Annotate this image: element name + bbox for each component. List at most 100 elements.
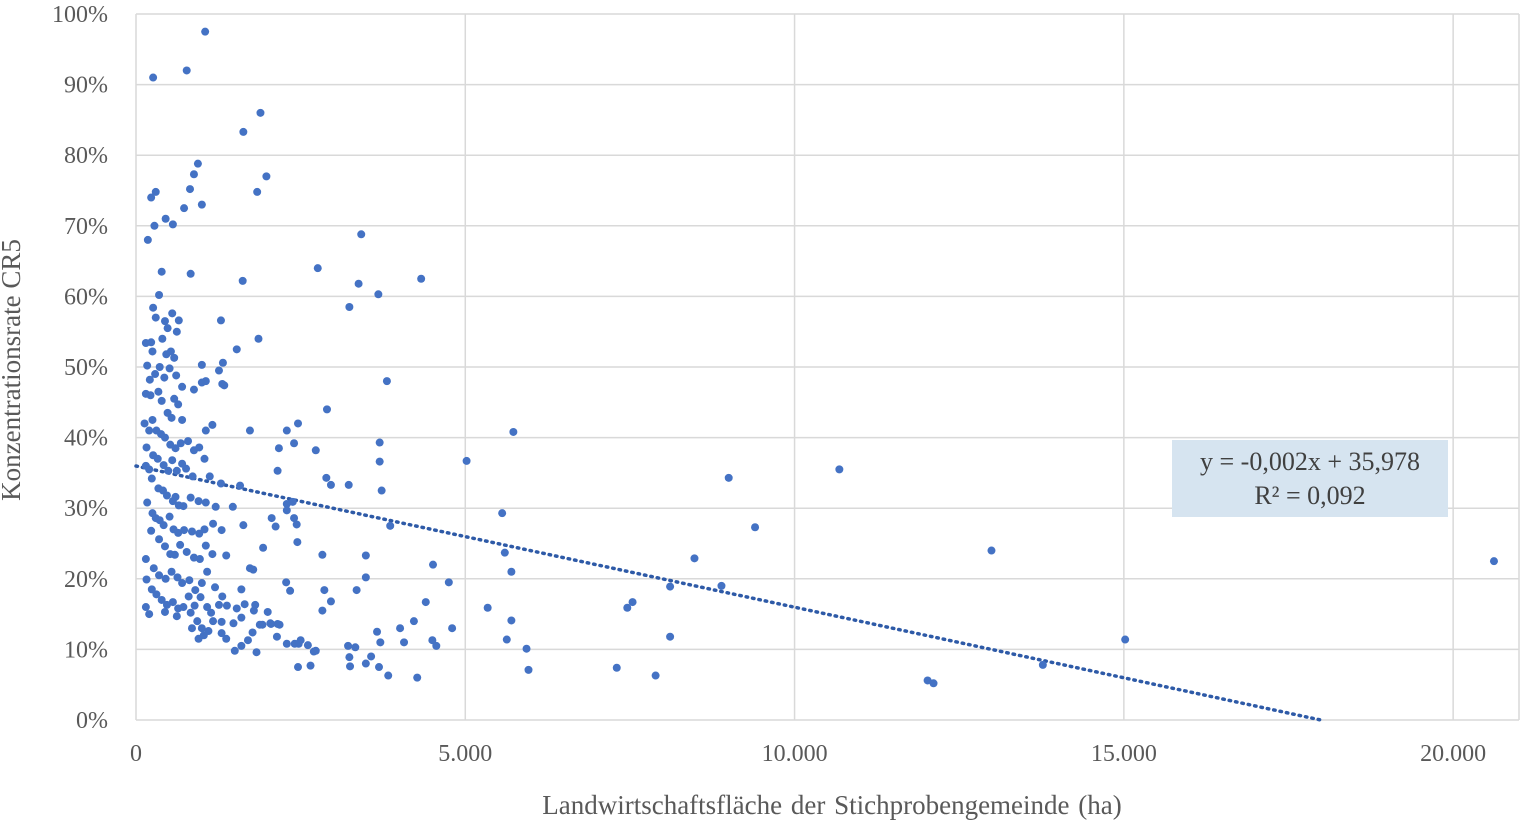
data-point xyxy=(185,576,194,585)
data-point xyxy=(524,665,533,674)
data-point xyxy=(172,466,181,475)
data-point xyxy=(157,396,166,405)
data-point xyxy=(196,593,205,602)
data-point xyxy=(232,604,241,613)
data-point xyxy=(160,317,169,326)
data-point xyxy=(306,661,315,670)
data-point xyxy=(180,526,189,535)
y-tick-label: 100% xyxy=(52,2,108,28)
data-point xyxy=(228,502,237,511)
data-point xyxy=(147,338,156,347)
data-point xyxy=(483,603,492,612)
data-point xyxy=(444,578,453,587)
data-point xyxy=(209,519,218,528)
data-point xyxy=(184,437,193,446)
data-point xyxy=(197,579,206,588)
data-point xyxy=(145,465,154,474)
data-point xyxy=(309,647,318,656)
data-point xyxy=(344,480,353,489)
data-point xyxy=(145,375,154,384)
data-point xyxy=(199,631,208,640)
data-point xyxy=(384,671,393,680)
data-point xyxy=(149,303,158,312)
data-point xyxy=(303,641,312,650)
data-point xyxy=(386,521,395,530)
data-point xyxy=(240,600,249,609)
data-point xyxy=(294,663,303,672)
data-point xyxy=(163,324,172,333)
data-point xyxy=(651,671,660,680)
data-point xyxy=(208,420,217,429)
data-point xyxy=(142,575,151,584)
data-point xyxy=(143,498,152,507)
data-point xyxy=(351,643,360,652)
data-point xyxy=(166,347,175,356)
data-point xyxy=(191,586,200,595)
data-point xyxy=(161,574,170,583)
trendline-r-squared: R² = 0,092 xyxy=(1254,481,1365,510)
data-point xyxy=(344,641,353,650)
data-point xyxy=(193,617,202,626)
data-point xyxy=(189,170,198,179)
data-point xyxy=(151,187,160,196)
y-tick-label: 20% xyxy=(64,567,108,593)
data-point xyxy=(150,221,159,230)
y-tick-label: 60% xyxy=(64,284,108,310)
data-point xyxy=(149,73,158,82)
data-point xyxy=(326,597,335,606)
data-point xyxy=(1038,660,1047,669)
y-tick-label: 50% xyxy=(64,355,108,381)
data-point xyxy=(1489,557,1498,566)
data-point xyxy=(236,481,245,490)
data-point xyxy=(205,472,214,481)
data-point xyxy=(375,438,384,447)
x-tick-label: 10.000 xyxy=(762,741,828,767)
data-point xyxy=(318,606,327,615)
data-point xyxy=(322,473,331,482)
data-point xyxy=(209,617,218,626)
data-point xyxy=(170,353,179,362)
data-point xyxy=(190,601,199,610)
data-point xyxy=(174,528,183,537)
data-point xyxy=(151,313,160,322)
data-point xyxy=(184,592,193,601)
data-point xyxy=(203,603,212,612)
data-point xyxy=(157,267,166,276)
data-point xyxy=(149,564,158,573)
data-point xyxy=(352,586,361,595)
y-tick-label: 10% xyxy=(64,637,108,663)
data-point xyxy=(217,617,226,626)
y-axis-title: Konzentrationsrate CR5 xyxy=(0,239,26,501)
y-tick-label: 40% xyxy=(64,426,108,452)
data-point xyxy=(290,514,299,523)
data-point xyxy=(208,550,217,559)
data-point xyxy=(294,639,303,648)
y-tick-label: 90% xyxy=(64,73,108,99)
data-point xyxy=(168,309,177,318)
data-point xyxy=(272,632,281,641)
data-point xyxy=(322,405,331,414)
data-point xyxy=(146,391,155,400)
data-point xyxy=(267,514,276,523)
data-point xyxy=(263,607,272,616)
data-point xyxy=(203,567,212,576)
data-point xyxy=(367,652,376,661)
data-point xyxy=(141,603,150,612)
data-point xyxy=(172,371,181,380)
data-point xyxy=(628,598,637,607)
data-point xyxy=(318,550,327,559)
data-point xyxy=(220,381,229,390)
trendline-label-background xyxy=(1172,440,1448,517)
data-point xyxy=(320,586,329,595)
data-point xyxy=(666,632,675,641)
data-point xyxy=(197,360,206,369)
data-point xyxy=(400,638,409,647)
data-point xyxy=(249,565,258,574)
data-point xyxy=(290,439,299,448)
data-point xyxy=(160,607,169,616)
data-point xyxy=(248,628,257,637)
data-point xyxy=(174,400,183,409)
data-point xyxy=(259,543,268,552)
data-point xyxy=(509,427,518,436)
